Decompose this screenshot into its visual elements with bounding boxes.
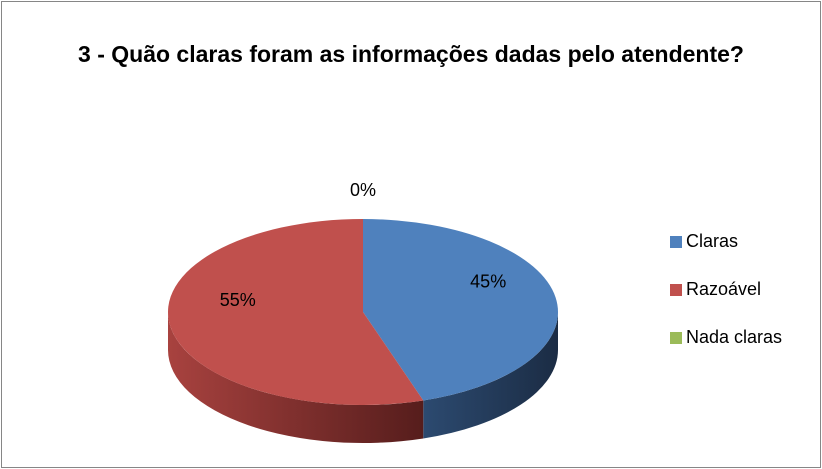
- slice: [167, 219, 424, 405]
- legend-swatch: [670, 284, 682, 296]
- data-label: 45%: [470, 271, 506, 291]
- slice-side: [167, 312, 424, 443]
- chart-title: 3 - Quão claras foram as informações dad…: [78, 41, 744, 67]
- slice: [363, 219, 558, 401]
- legend-label: Razoável: [686, 279, 761, 299]
- legend-label: Nada claras: [686, 327, 782, 347]
- slice-side: [423, 312, 558, 439]
- data-label: 0%: [350, 180, 376, 200]
- legend-label: Claras: [686, 231, 738, 251]
- data-label: 55%: [220, 290, 256, 310]
- legend-swatch: [670, 236, 682, 248]
- legend-swatch: [670, 332, 682, 344]
